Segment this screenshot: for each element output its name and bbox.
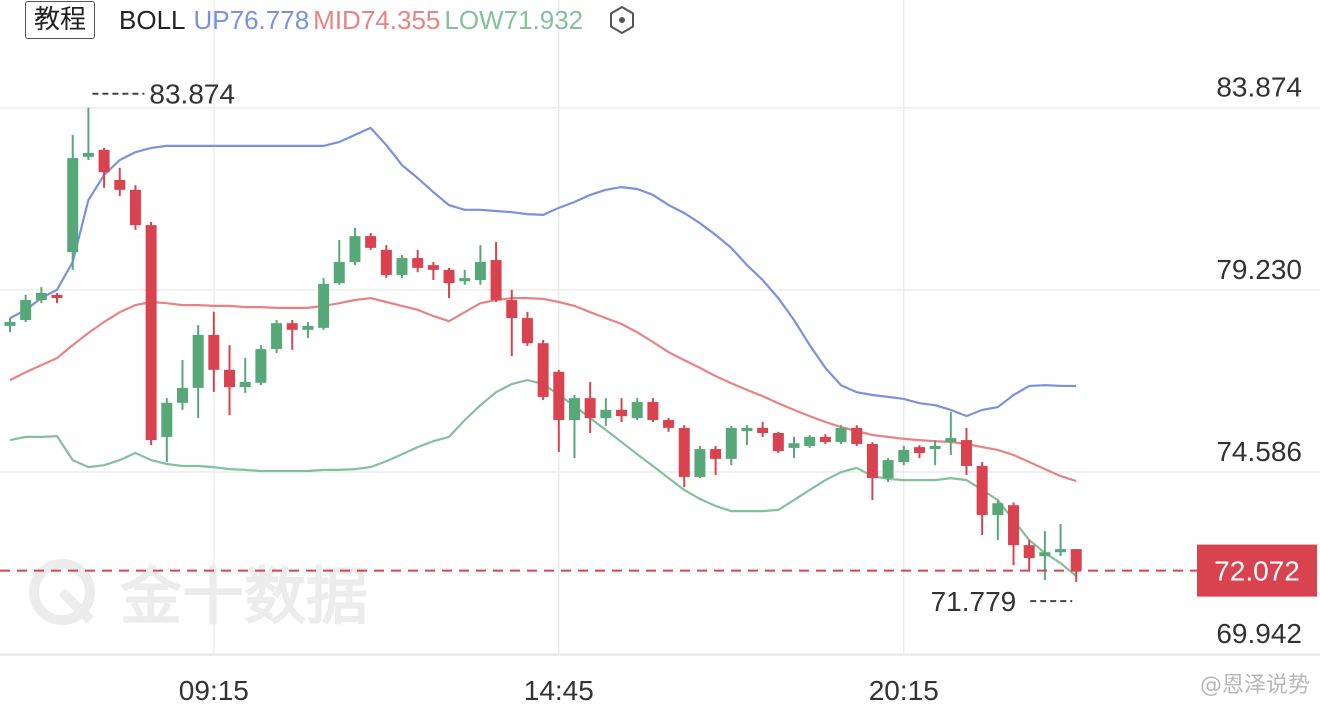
- candle-body: [333, 261, 345, 284]
- legend-value: 74.355: [360, 4, 441, 35]
- candle-body: [631, 402, 643, 419]
- max-label: 83.874: [149, 79, 235, 110]
- legend-value: 76.778: [229, 4, 310, 35]
- candle-body: [224, 369, 236, 388]
- candle-body: [380, 249, 392, 275]
- candle-body: [616, 409, 628, 417]
- candle-body: [286, 323, 298, 330]
- candle-body: [710, 449, 722, 459]
- candle-body: [51, 294, 63, 299]
- candle-body: [851, 427, 863, 444]
- y-tick-label: 74.586: [1216, 436, 1302, 467]
- candle-body: [192, 334, 204, 388]
- candle-body: [318, 283, 330, 328]
- x-tick-label: 09:15: [179, 675, 249, 706]
- candle-body: [349, 236, 361, 262]
- candle-body: [4, 322, 16, 326]
- last-price-label: 72.072: [1214, 556, 1300, 587]
- candle-body: [302, 325, 314, 330]
- candle-body: [976, 465, 988, 515]
- candle-body: [835, 427, 847, 443]
- candle-body: [882, 460, 894, 479]
- candle-body: [98, 149, 110, 173]
- candle-body: [255, 349, 267, 383]
- candle-body: [474, 261, 486, 281]
- candle-body: [1070, 549, 1082, 571]
- candle-body: [114, 180, 126, 190]
- candle-body: [553, 371, 565, 421]
- candle-body: [647, 402, 659, 421]
- candle-body: [600, 409, 612, 419]
- candle-body: [67, 158, 79, 253]
- candle-body: [992, 503, 1004, 515]
- candle-body: [427, 265, 439, 270]
- candle-body: [584, 398, 596, 419]
- candle-body: [694, 449, 706, 477]
- legend: UP76.778 MID74.355 LOW71.932: [194, 5, 588, 36]
- candle-body: [365, 236, 377, 248]
- candle-body: [239, 382, 251, 388]
- candle-body: [568, 398, 580, 421]
- candle-body: [678, 427, 690, 477]
- candle-body: [82, 152, 94, 157]
- candle-body: [757, 427, 769, 434]
- min-label: 71.779: [931, 586, 1017, 617]
- candle-body: [819, 436, 831, 443]
- watermark-logo: [29, 559, 95, 625]
- x-tick-label: 14:45: [524, 675, 594, 706]
- candle-body: [35, 292, 47, 301]
- candle-body: [521, 318, 533, 344]
- candle-body: [459, 278, 471, 282]
- legend-value: 71.932: [503, 4, 584, 35]
- candle-body: [1055, 549, 1067, 553]
- last-price-box: [1197, 544, 1317, 597]
- candle-body: [161, 402, 173, 437]
- tutorial-button[interactable]: 教程: [25, 1, 96, 39]
- candle-body: [145, 225, 157, 441]
- candle-body: [1039, 552, 1051, 557]
- candle-body: [804, 436, 816, 446]
- candle-body: [945, 438, 957, 443]
- header: 教程 BOLL UP76.778 MID74.355 LOW71.932: [25, 0, 637, 40]
- candle-body: [490, 260, 502, 301]
- legend-label: UP: [193, 4, 230, 35]
- y-tick-label: 83.874: [1216, 72, 1302, 103]
- candle-body: [866, 443, 878, 479]
- candle-body: [537, 343, 549, 397]
- watermark: 金十数据: [119, 560, 368, 633]
- candle-body: [772, 433, 784, 452]
- candle-body: [208, 334, 220, 370]
- legend-label: MID: [313, 4, 361, 35]
- y-tick-label: 69.942: [1216, 618, 1302, 649]
- settings-icon[interactable]: [607, 5, 637, 35]
- candle-body: [396, 258, 408, 275]
- candle-body: [412, 258, 424, 268]
- candle-body: [913, 447, 925, 454]
- candle-body: [788, 443, 800, 448]
- candle-body: [443, 269, 455, 284]
- legend-label: LOW: [444, 4, 504, 35]
- band-line: [9, 126, 1077, 418]
- candle-body: [898, 449, 910, 463]
- candle-body: [1008, 505, 1020, 546]
- attribution: @恩泽说势: [1200, 673, 1310, 698]
- candle-body: [20, 300, 32, 321]
- indicator-name: BOLL: [119, 4, 186, 35]
- candle-body: [960, 440, 972, 466]
- candle-body: [663, 420, 675, 428]
- candle-body: [506, 300, 518, 319]
- y-tick-label: 79.230: [1216, 254, 1302, 285]
- x-tick-label: 20:15: [869, 675, 939, 706]
- candle-body: [929, 445, 941, 450]
- band-line: [9, 296, 1077, 483]
- candle-body: [741, 427, 753, 432]
- candle-body: [725, 427, 737, 459]
- candle-body: [129, 189, 141, 226]
- candle-body: [1023, 545, 1035, 559]
- candle-body: [176, 387, 188, 403]
- candle-body: [271, 323, 283, 350]
